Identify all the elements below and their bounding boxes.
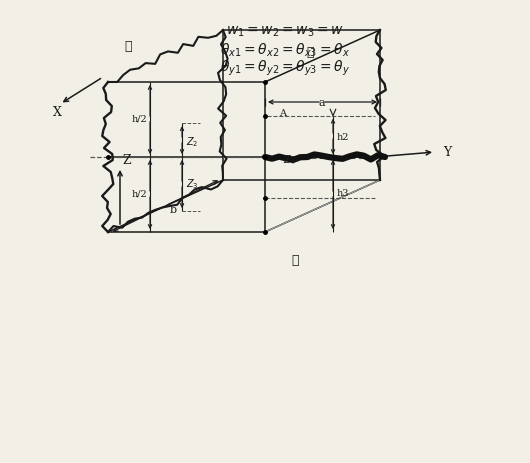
Text: $\theta_{x1} = \theta_{x2} = \theta_{x3} = \theta_x$: $\theta_{x1} = \theta_{x2} = \theta_{x3}…	[220, 42, 350, 59]
Text: Z: Z	[122, 154, 130, 167]
Text: $Z_3$: $Z_3$	[186, 177, 199, 191]
Text: $Z_4$: $Z_4$	[283, 153, 296, 167]
Text: h/2: h/2	[131, 114, 147, 124]
Text: $Z_2$: $Z_2$	[186, 135, 198, 149]
Text: Y: Y	[443, 145, 451, 158]
Text: a: a	[319, 98, 325, 108]
Text: A: A	[279, 109, 286, 118]
Text: h2: h2	[337, 133, 349, 143]
Text: $\theta_{y1} = \theta_{y2} = \theta_{y3} = \theta_y$: $\theta_{y1} = \theta_{y2} = \theta_{y3}…	[220, 59, 350, 78]
Text: h/2: h/2	[131, 189, 147, 199]
Text: h3: h3	[337, 189, 349, 199]
Text: ③: ③	[292, 254, 299, 267]
Text: X: X	[52, 106, 61, 119]
Text: $w_1 = w_2 = w_3 = w$: $w_1 = w_2 = w_3 = w$	[226, 25, 344, 39]
Text: ①: ①	[124, 40, 132, 54]
Text: ②: ②	[306, 45, 314, 58]
Text: b: b	[170, 205, 176, 215]
